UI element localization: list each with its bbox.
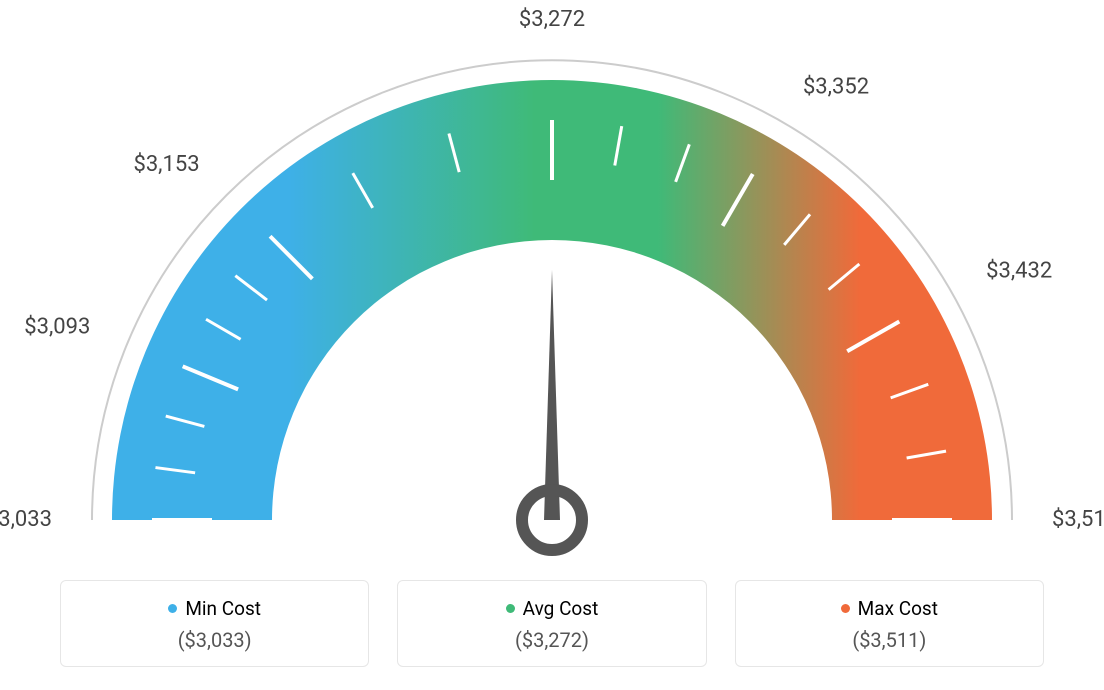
gauge-needle [544, 270, 560, 520]
legend-max-label: Max Cost [858, 597, 938, 620]
legend-max-title: Max Cost [841, 597, 938, 620]
legend-row: Min Cost ($3,033) Avg Cost ($3,272) Max … [60, 580, 1044, 667]
legend-avg-title: Avg Cost [506, 597, 599, 620]
legend-card-min: Min Cost ($3,033) [60, 580, 369, 667]
gauge-tick-label: $3,033 [0, 507, 52, 532]
legend-max-value: ($3,511) [746, 628, 1033, 652]
gauge-tick-label: $3,093 [24, 315, 90, 340]
legend-min-value: ($3,033) [71, 628, 358, 652]
legend-avg-value: ($3,272) [408, 628, 695, 652]
dot-icon-min [168, 604, 177, 613]
gauge-chart: $3,033 $3,093 $3,153 $3,272 $3,352 $3,432 $3,5… [0, 0, 1104, 560]
legend-min-label: Min Cost [185, 597, 261, 620]
gauge-svg: $3,033 $3,093 $3,153 $3,272 $3,352 $3,432 $3,5… [0, 0, 1104, 560]
dot-icon-avg [506, 604, 515, 613]
gauge-tick-label: $3,511 [1052, 507, 1104, 532]
legend-avg-label: Avg Cost [523, 597, 599, 620]
legend-min-title: Min Cost [168, 597, 261, 620]
gauge-tick-label: $3,272 [519, 7, 585, 32]
legend-card-max: Max Cost ($3,511) [735, 580, 1044, 667]
dot-icon-max [841, 604, 850, 613]
gauge-tick-label: $3,432 [986, 259, 1052, 284]
gauge-tick-label: $3,352 [803, 74, 869, 99]
gauge-tick-label: $3,153 [133, 152, 199, 177]
legend-card-avg: Avg Cost ($3,272) [397, 580, 706, 667]
